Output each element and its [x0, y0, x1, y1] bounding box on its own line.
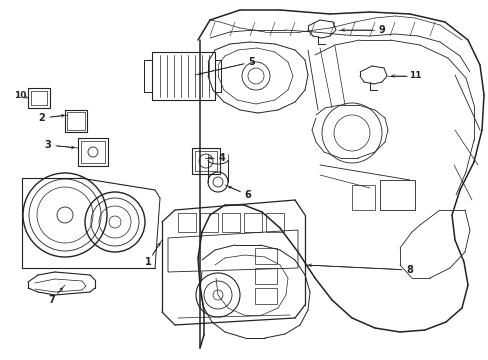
- Text: 4: 4: [218, 153, 225, 163]
- Text: 1: 1: [144, 257, 151, 267]
- Text: 8: 8: [406, 265, 412, 275]
- Text: 6: 6: [244, 190, 251, 200]
- Text: 5: 5: [248, 57, 255, 67]
- Text: 2: 2: [39, 113, 45, 123]
- Text: 7: 7: [48, 295, 55, 305]
- Text: 10: 10: [14, 90, 26, 99]
- Text: 9: 9: [378, 25, 385, 35]
- Text: 3: 3: [44, 140, 51, 150]
- Text: 11: 11: [408, 72, 420, 81]
